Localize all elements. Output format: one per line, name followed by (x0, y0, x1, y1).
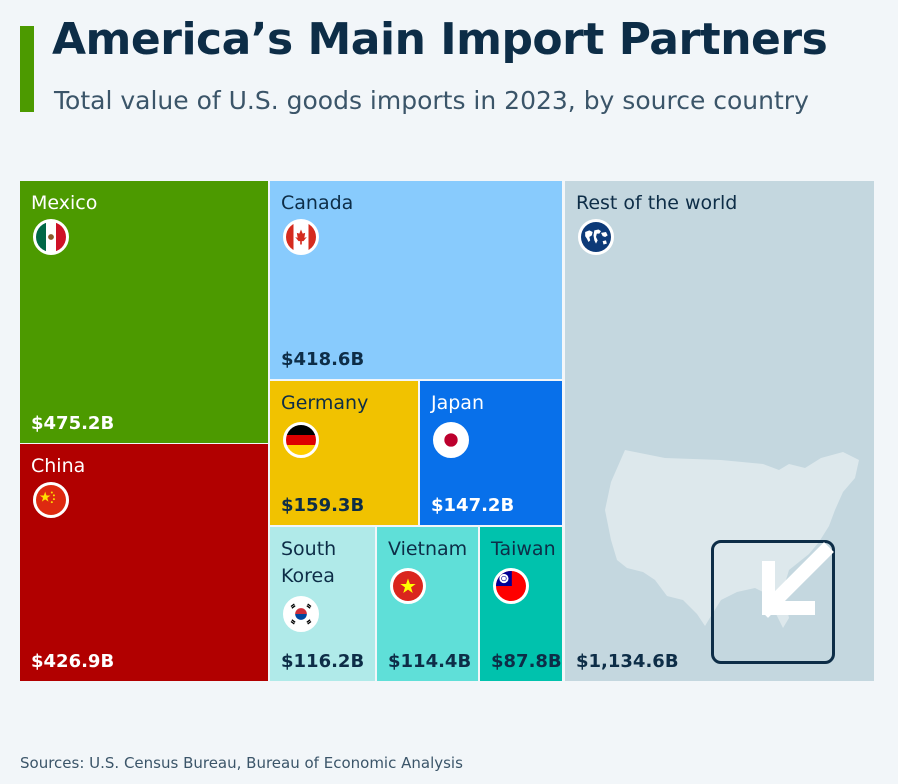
chart-title: America’s Main Import Partners (52, 14, 828, 65)
tile-germany: Germany $159.3B (270, 381, 418, 525)
tile-label: China (31, 455, 86, 477)
tile-value: $426.9B (31, 651, 115, 672)
tile-value: $418.6B (281, 349, 365, 370)
tile-value: $475.2B (31, 413, 115, 434)
tile-label: Japan (431, 392, 484, 414)
tile-vietnam: Vietnam $114.4B (377, 527, 478, 681)
taiwan-flag-icon (493, 568, 529, 604)
tile-value: $116.2B (281, 651, 365, 672)
tile-label: Canada (281, 192, 354, 214)
globe-icon (578, 219, 614, 255)
tile-label: Taiwan (491, 538, 556, 560)
tile-south-korea: South Korea $116.2B (270, 527, 375, 681)
tile-label: South Korea (281, 538, 337, 587)
treemap: Mexico $475.2B China $426.9B Canada $418.6B Ge… (20, 181, 874, 681)
tile-value: $159.3B (281, 495, 365, 516)
callout-box (711, 540, 835, 664)
arrow-down-left-icon (762, 542, 834, 618)
source-note: Sources: U.S. Census Bureau, Bureau of E… (20, 754, 463, 772)
tile-value: $87.8B (491, 651, 562, 672)
tile-taiwan: Taiwan $87.8B (480, 527, 562, 681)
tile-canada: Canada $418.6B (270, 181, 562, 379)
tile-value: $1,134.6B (576, 651, 679, 672)
tile-mexico: Mexico $475.2B (20, 181, 268, 443)
germany-flag-icon (283, 422, 319, 458)
mexico-flag-icon (33, 219, 69, 255)
tile-japan: Japan $147.2B (420, 381, 562, 525)
south-korea-flag-icon (283, 596, 319, 632)
chart-subtitle: Total value of U.S. goods imports in 202… (54, 86, 809, 115)
japan-flag-icon (433, 422, 469, 458)
tile-label: Rest of the world (576, 192, 738, 214)
vietnam-flag-icon (390, 568, 426, 604)
tile-china: China $426.9B (20, 444, 268, 681)
china-flag-icon (33, 482, 69, 518)
tile-label: Vietnam (388, 538, 468, 560)
tile-label: Germany (281, 392, 369, 414)
tile-value: $114.4B (388, 651, 472, 672)
accent-bar (20, 26, 34, 112)
tile-value: $147.2B (431, 495, 515, 516)
canada-flag-icon (283, 219, 319, 255)
us-map-icon (605, 450, 859, 628)
tile-label: Mexico (31, 192, 98, 214)
